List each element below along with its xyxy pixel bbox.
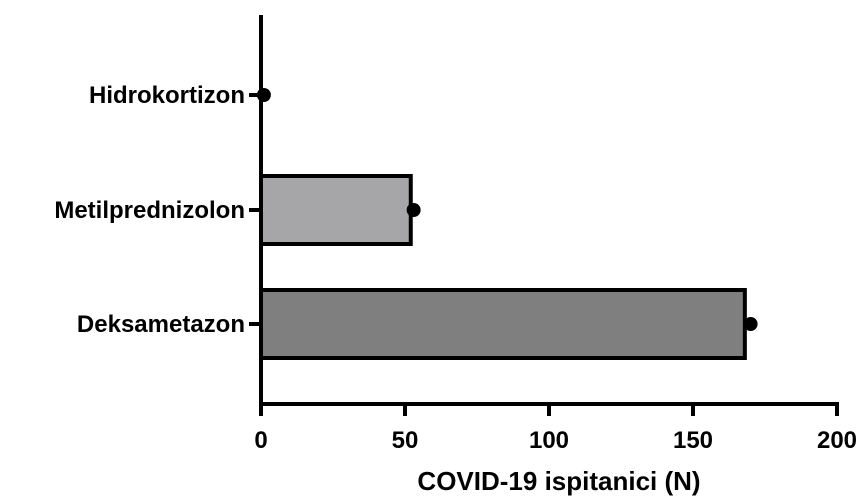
category-label-hidrokortizon: Hidrokortizon — [89, 82, 245, 109]
category-label-metilprednizolon: Metilprednizolon — [54, 197, 245, 224]
bars-group — [259, 174, 747, 360]
point-metilprednizolon — [406, 203, 421, 217]
bar-deksametazon — [259, 288, 747, 360]
point-deksametazon — [743, 317, 758, 331]
x-tick-label-50: 50 — [392, 427, 419, 454]
x-ticks-group: 0 50 100 150 200 — [254, 404, 857, 454]
x-tick-label-100: 100 — [529, 427, 569, 454]
x-axis-title: COVID-19 ispitanici (N) — [417, 466, 700, 496]
x-tick-label-150: 150 — [673, 427, 713, 454]
y-categories-group: Hidrokortizon Metilprednizolon Deksametazo… — [54, 82, 261, 338]
category-label-deksametazon: Deksametazon — [77, 311, 245, 338]
x-tick-label-200: 200 — [817, 427, 857, 454]
bar-metilprednizolon — [259, 174, 413, 246]
x-tick-label-0: 0 — [254, 427, 267, 454]
